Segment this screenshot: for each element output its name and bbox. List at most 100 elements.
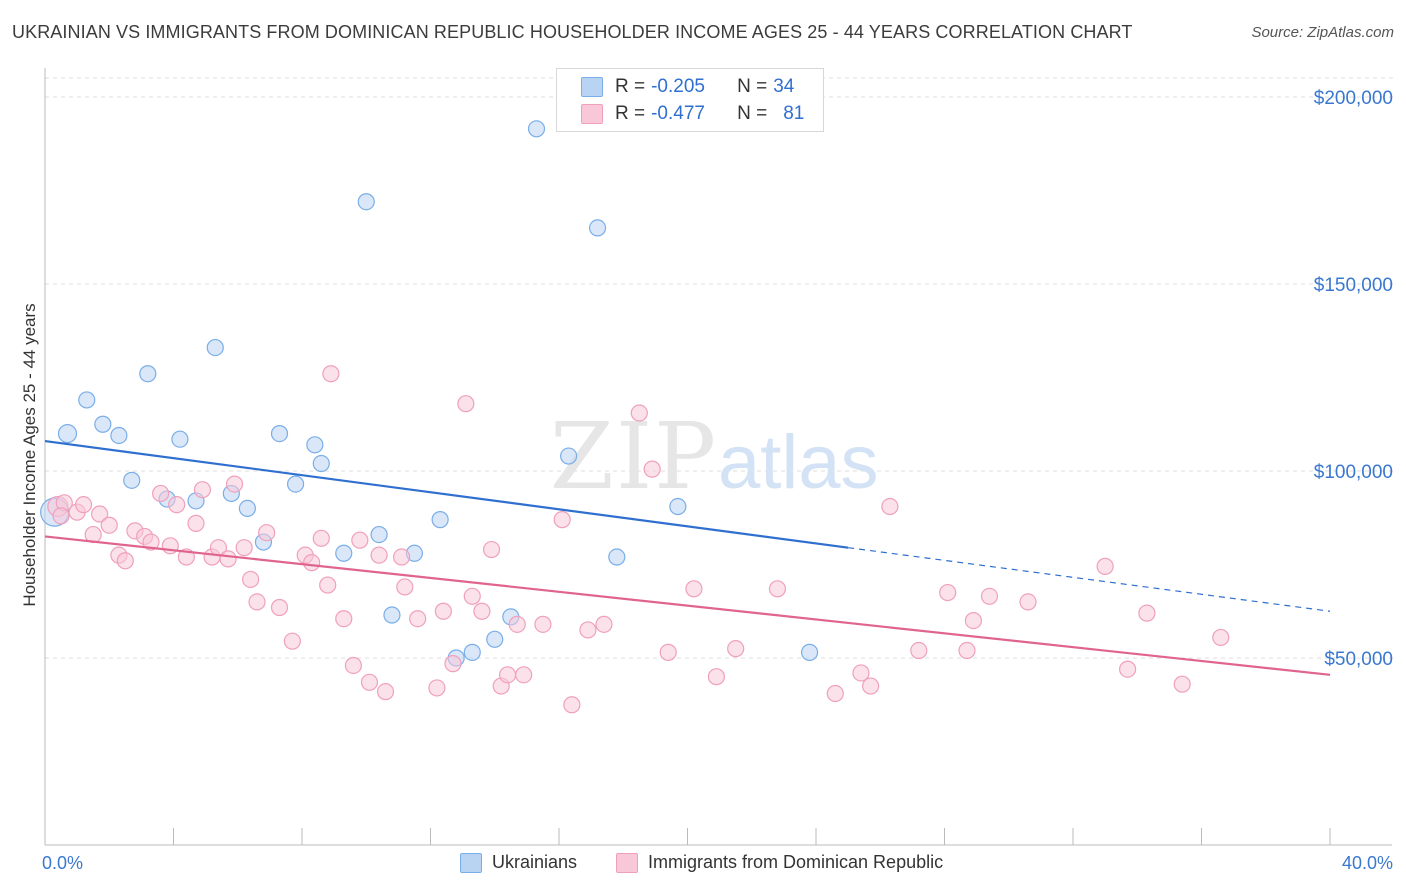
point-dominican: [563, 696, 581, 714]
point-dominican: [225, 475, 244, 493]
point-dominican: [370, 546, 388, 564]
point-ukrainians: [94, 415, 112, 433]
stats-row-ukrainians: R = -0.205 N = 34: [581, 75, 794, 99]
x-tick-label: 40.0%: [1342, 853, 1393, 873]
r-value: -0.205: [651, 76, 705, 97]
point-dominican: [187, 514, 205, 532]
point-dominican: [248, 593, 266, 611]
watermark: ZIP atlas: [550, 403, 879, 510]
point-dominican: [659, 643, 677, 661]
data-points: [40, 120, 1230, 714]
point-dominican: [508, 615, 526, 633]
point-dominican: [482, 540, 501, 559]
point-dominican: [52, 507, 70, 525]
y-tick-label: $200,000: [1314, 88, 1393, 109]
point-ukrainians: [800, 643, 819, 661]
point-dominican: [707, 668, 726, 686]
point-dominican: [768, 580, 787, 598]
point-dominican: [392, 548, 411, 566]
point-ukrainians: [486, 630, 504, 648]
dominican-swatch: [581, 104, 603, 124]
point-dominican: [826, 684, 844, 703]
point-ukrainians: [57, 424, 78, 444]
point-dominican: [235, 539, 253, 557]
trend-extension-ukrainians: [848, 547, 1331, 612]
point-dominican: [553, 511, 571, 529]
trend-line-dominican: [44, 535, 1331, 676]
point-dominican: [434, 602, 452, 620]
point-ukrainians: [139, 365, 157, 383]
point-dominican: [980, 587, 999, 605]
point-dominican: [862, 677, 880, 695]
point-dominican: [1173, 675, 1191, 693]
point-ukrainians: [312, 454, 330, 473]
point-dominican: [409, 610, 427, 628]
point-dominican: [193, 481, 212, 499]
point-dominican: [303, 554, 321, 572]
point-dominican: [376, 683, 395, 701]
point-dominican: [74, 496, 93, 514]
x-tick-label: 0.0%: [42, 853, 83, 873]
point-ukrainians: [270, 425, 289, 443]
point-dominican: [499, 666, 517, 684]
watermark-zip: ZIP: [550, 403, 718, 510]
point-ukrainians: [383, 606, 401, 624]
point-dominican: [939, 583, 957, 602]
ukrainians-swatch: [581, 77, 603, 97]
point-dominican: [515, 666, 533, 684]
point-ukrainians: [171, 430, 189, 448]
y-tick-label: $50,000: [1324, 649, 1393, 670]
point-dominican: [270, 598, 289, 617]
legend-item-dominican[interactable]: Immigrants from Dominican Republic: [616, 852, 943, 873]
point-ukrainians: [286, 475, 305, 493]
point-dominican: [91, 505, 109, 523]
point-dominican: [283, 632, 301, 650]
legend: Ukrainians Immigrants from Dominican Rep…: [0, 852, 1406, 876]
point-dominican: [100, 516, 118, 534]
n-label: N =: [737, 103, 768, 124]
watermark-atlas: atlas: [718, 420, 879, 505]
point-ukrainians: [608, 548, 626, 566]
point-dominican: [579, 621, 597, 639]
point-dominican: [242, 570, 260, 589]
point-dominican: [319, 576, 337, 594]
y-tick-label: $150,000: [1314, 275, 1393, 296]
tick-labels: $50,000 $100,000 $150,000 $200,000 0.0% 40.0%: [42, 88, 1393, 873]
point-ukrainians: [431, 511, 449, 529]
point-dominican: [396, 578, 414, 596]
point-dominican: [322, 365, 340, 383]
point-dominican: [116, 552, 134, 570]
point-ukrainians: [588, 219, 607, 237]
point-dominican: [152, 484, 170, 503]
point-dominican: [1096, 557, 1114, 575]
legend-item-ukrainians[interactable]: Ukrainians: [460, 852, 577, 873]
point-dominican: [312, 529, 330, 547]
point-dominican: [534, 615, 552, 633]
correlation-stats-box: R = -0.205 N = 34 R = -0.477 N = 81: [556, 68, 824, 132]
point-dominican: [344, 656, 362, 675]
point-dominican: [685, 580, 703, 598]
point-ukrainians: [78, 391, 96, 409]
point-dominican: [1212, 628, 1230, 647]
point-dominican: [473, 602, 491, 620]
point-dominican: [168, 496, 186, 514]
point-ukrainians: [110, 426, 128, 445]
r-value: -0.477: [651, 103, 705, 124]
point-dominican: [463, 587, 481, 605]
point-ukrainians: [335, 544, 353, 562]
legend-label: Ukrainians: [492, 852, 578, 872]
legend-swatch-ukrainians: [460, 852, 482, 873]
n-label: N =: [737, 76, 768, 97]
stats-row-dominican: R = -0.477 N = 81: [581, 102, 804, 126]
n-value: 34: [773, 76, 795, 97]
point-dominican: [444, 655, 462, 673]
point-ukrainians: [463, 643, 481, 661]
point-ukrainians: [357, 193, 375, 211]
point-dominican: [881, 497, 899, 516]
point-dominican: [727, 640, 745, 658]
point-dominican: [335, 610, 353, 628]
chart-title: UKRAINIAN VS IMMIGRANTS FROM DOMINICAN R…: [12, 22, 1133, 42]
point-dominican: [1138, 604, 1156, 622]
point-dominican: [428, 679, 446, 697]
